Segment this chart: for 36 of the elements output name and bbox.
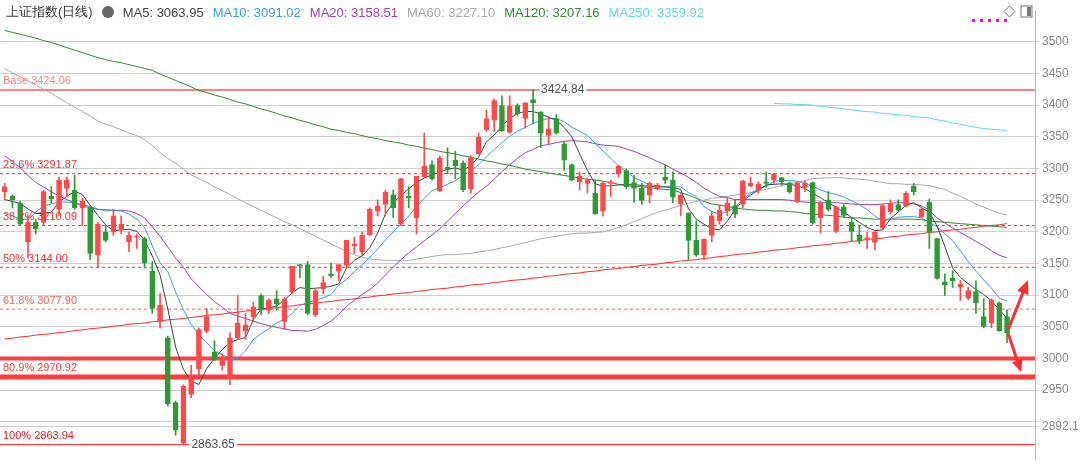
text: MA20: 3158.51 [309, 4, 398, 20]
candlestick [662, 164, 668, 184]
y-tick-label: 3200 [1042, 224, 1070, 239]
y-tick-label: 3450 [1042, 65, 1070, 80]
y-tick-label: 3000 [1042, 350, 1070, 365]
text: MA10: 3091.02 [212, 4, 301, 20]
candlestick [864, 231, 870, 249]
chart-title: 上证指数(日线) [6, 3, 93, 21]
y-tick-label: 3100 [1042, 287, 1070, 302]
ref-line-label: 80.9% 2970.92 [3, 361, 78, 374]
ref-line-label: 61.8% 3077.90 [3, 293, 78, 306]
candlestick [763, 171, 769, 188]
y-tick-label: 3250 [1042, 192, 1070, 207]
text: MA120: 3207.16 [504, 4, 600, 20]
text: MA5: 3063.95 [122, 4, 204, 20]
y-tick-label: 3050 [1042, 319, 1070, 334]
y-tick-label: 3500 [1042, 34, 1070, 49]
ref-line-label: 100% 2863.94 [3, 429, 74, 442]
candlestick [631, 175, 637, 203]
candlestick [297, 264, 303, 278]
text: MA250: 3359.92 [608, 4, 704, 20]
candlestick [405, 186, 412, 209]
y-tick-label: 2892.1 [1042, 419, 1080, 434]
ref-line-label: 50% 3144.00 [3, 251, 68, 264]
candlestick [328, 262, 334, 278]
text: MA60: 3227.10 [407, 4, 496, 20]
y-tick-label: 3300 [1042, 160, 1070, 175]
ref-line-label: Base 3424.06 [3, 74, 71, 87]
y-tick-label: 3350 [1042, 129, 1070, 144]
candlestick [133, 233, 140, 249]
y-tick-label: 3150 [1042, 255, 1070, 270]
annotation: 2863.65 [191, 437, 236, 452]
candlestick [530, 89, 536, 124]
annotation: 3424.84 [541, 81, 585, 96]
y-tick-label: 2950 [1042, 382, 1070, 397]
y-tick-label: 3400 [1042, 97, 1070, 112]
